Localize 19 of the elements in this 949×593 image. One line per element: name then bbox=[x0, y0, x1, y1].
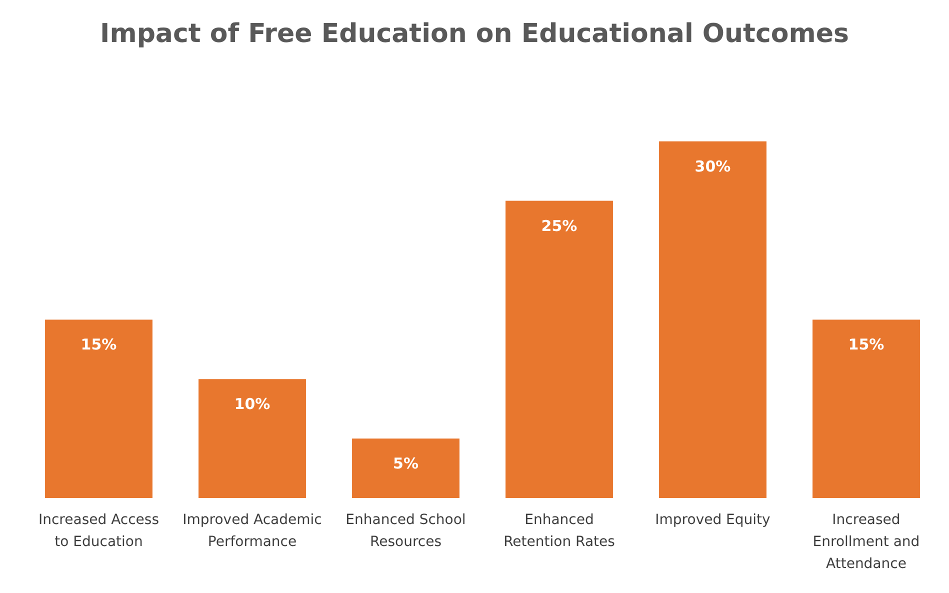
data-label: 15% bbox=[848, 336, 884, 354]
data-label: 10% bbox=[234, 395, 270, 414]
x-tick-label: Enhanced Retention Rates bbox=[504, 512, 615, 550]
bar bbox=[659, 141, 766, 498]
bar bbox=[352, 438, 460, 498]
bar bbox=[812, 320, 920, 498]
bar bbox=[506, 200, 613, 498]
data-label: 15% bbox=[80, 336, 117, 354]
x-tick-label: Improved Academic Performance bbox=[182, 512, 322, 550]
x-tick-label: Increased Enrollment and Attendance bbox=[812, 512, 920, 572]
x-tick-label: Increased Access to Education bbox=[38, 512, 160, 550]
data-label: 30% bbox=[694, 157, 731, 176]
bar bbox=[45, 320, 152, 498]
data-label: 25% bbox=[541, 216, 578, 235]
bar bbox=[198, 379, 306, 498]
data-label: 5% bbox=[393, 454, 418, 473]
chart-title: Impact of Free Education on Educational Outcomes bbox=[100, 19, 849, 49]
x-tick-label: Improved Equity bbox=[655, 512, 770, 528]
x-tick-label: Enhanced School Resources bbox=[346, 512, 466, 550]
